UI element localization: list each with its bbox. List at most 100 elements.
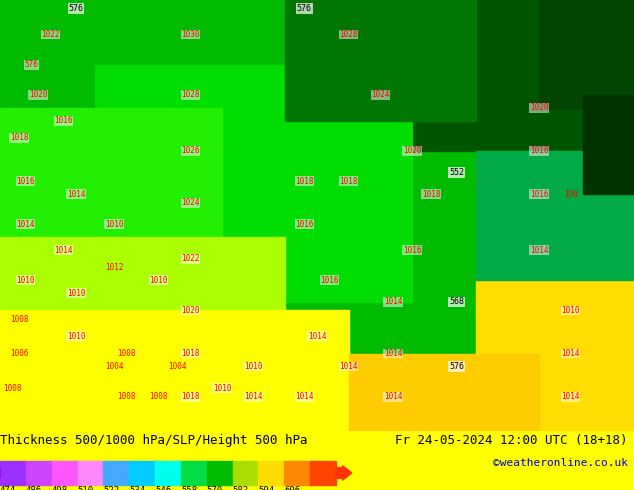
Text: 534: 534 [129, 487, 145, 490]
Text: 1014: 1014 [561, 392, 580, 401]
Text: 1018: 1018 [10, 133, 29, 143]
Text: Fr 24-05-2024 12:00 UTC (18+18): Fr 24-05-2024 12:00 UTC (18+18) [395, 434, 628, 447]
Text: 582: 582 [233, 487, 249, 490]
Text: 1004: 1004 [105, 362, 124, 371]
Text: 1018: 1018 [181, 349, 200, 358]
Text: 546: 546 [155, 487, 171, 490]
Polygon shape [349, 0, 634, 151]
Polygon shape [476, 151, 634, 280]
Text: 576: 576 [297, 4, 312, 13]
Text: 1024: 1024 [181, 198, 200, 207]
Text: 1014: 1014 [244, 392, 263, 401]
Text: 1020: 1020 [29, 90, 48, 99]
Text: 498: 498 [52, 487, 68, 490]
Bar [284, 461, 310, 485]
Text: 100: 100 [564, 190, 578, 198]
Bar [207, 461, 233, 485]
Polygon shape [583, 95, 634, 194]
Text: 1010: 1010 [149, 276, 168, 285]
Text: 1014: 1014 [384, 297, 403, 306]
Text: 558: 558 [181, 487, 197, 490]
Text: 1010: 1010 [67, 289, 86, 298]
Polygon shape [0, 108, 222, 259]
Text: 1014: 1014 [529, 245, 548, 255]
Text: 1016: 1016 [16, 176, 35, 186]
Text: 1018: 1018 [295, 176, 314, 186]
Text: 1014: 1014 [307, 332, 327, 341]
Text: 1016: 1016 [403, 245, 422, 255]
Text: 1014: 1014 [54, 245, 73, 255]
Text: 576: 576 [449, 362, 464, 371]
Text: 1022: 1022 [41, 30, 60, 39]
Text: 1028: 1028 [181, 90, 200, 99]
Text: 606: 606 [284, 487, 301, 490]
Bar [52, 461, 77, 485]
Text: 486: 486 [26, 487, 42, 490]
Bar [310, 461, 336, 485]
Text: 1018: 1018 [339, 176, 358, 186]
Text: 1020: 1020 [181, 306, 200, 315]
Text: 1016: 1016 [54, 116, 73, 125]
Text: 1014: 1014 [295, 392, 314, 401]
Text: 1020: 1020 [403, 147, 422, 155]
FancyArrow shape [336, 466, 352, 480]
Text: 1016: 1016 [320, 276, 339, 285]
Text: 1014: 1014 [561, 349, 580, 358]
Text: 1022: 1022 [181, 254, 200, 263]
Polygon shape [539, 0, 634, 108]
Text: 1010: 1010 [67, 332, 86, 341]
Text: 522: 522 [103, 487, 120, 490]
Text: 1010: 1010 [105, 220, 124, 229]
Text: 1008: 1008 [117, 349, 136, 358]
Text: 1010: 1010 [16, 276, 35, 285]
Polygon shape [349, 354, 539, 431]
Text: 576: 576 [68, 4, 84, 13]
Text: 1016: 1016 [295, 220, 314, 229]
Text: 1010: 1010 [212, 384, 231, 392]
Polygon shape [95, 65, 412, 302]
Bar [233, 461, 259, 485]
Text: 1014: 1014 [16, 220, 35, 229]
Text: 1010: 1010 [561, 306, 580, 315]
Text: 510: 510 [77, 487, 94, 490]
Text: 1024: 1024 [371, 90, 390, 99]
Bar [77, 461, 103, 485]
Text: 1018: 1018 [529, 147, 548, 155]
Text: 1020: 1020 [529, 103, 548, 112]
Text: 1008: 1008 [149, 392, 168, 401]
Text: 1016: 1016 [529, 190, 548, 198]
Bar [181, 461, 207, 485]
Text: 1008: 1008 [117, 392, 136, 401]
Text: 474: 474 [0, 487, 16, 490]
Text: 1030: 1030 [181, 30, 200, 39]
Text: 1028: 1028 [339, 30, 358, 39]
Text: 1026: 1026 [181, 147, 200, 155]
Bar [26, 461, 52, 485]
Text: ©weatheronline.co.uk: ©weatheronline.co.uk [493, 458, 628, 467]
Text: 570: 570 [207, 487, 223, 490]
Polygon shape [285, 0, 476, 121]
Polygon shape [0, 237, 285, 345]
Text: 1012: 1012 [105, 263, 124, 272]
Bar [103, 461, 129, 485]
Bar [155, 461, 181, 485]
Text: Thickness 500/1000 hPa/SLP/Height 500 hPa: Thickness 500/1000 hPa/SLP/Height 500 hP… [0, 434, 307, 447]
Text: 1006: 1006 [10, 349, 29, 358]
Bar [129, 461, 155, 485]
Bar [0, 461, 26, 485]
Text: 1014: 1014 [384, 349, 403, 358]
Text: 1014: 1014 [67, 190, 86, 198]
Bar [259, 461, 284, 485]
Text: 552: 552 [449, 168, 464, 177]
Polygon shape [476, 280, 634, 431]
Text: 1018: 1018 [181, 392, 200, 401]
Text: 1008: 1008 [10, 315, 29, 323]
Text: 1014: 1014 [339, 362, 358, 371]
Text: 1004: 1004 [168, 362, 187, 371]
Text: 576: 576 [25, 60, 39, 69]
Text: 1018: 1018 [422, 190, 441, 198]
Text: 1008: 1008 [3, 384, 22, 392]
Text: 1014: 1014 [384, 392, 403, 401]
Polygon shape [0, 311, 349, 431]
Text: 1010: 1010 [244, 362, 263, 371]
